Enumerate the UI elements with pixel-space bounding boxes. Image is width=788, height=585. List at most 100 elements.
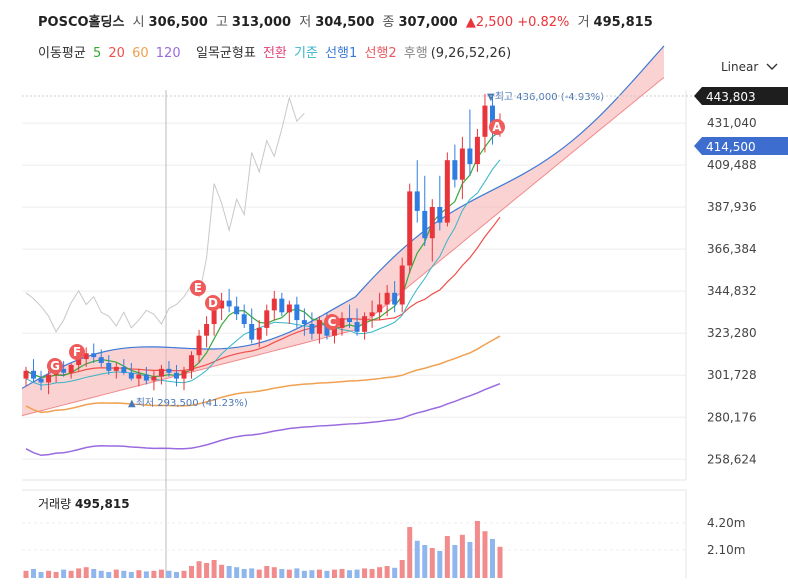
candle-body	[316, 320, 322, 334]
candle-body	[76, 359, 82, 365]
low-value: 304,500	[315, 15, 375, 30]
candle-body	[189, 355, 195, 371]
volume-bar	[264, 566, 270, 578]
volume-bar	[23, 570, 29, 578]
y-tick-label: 431,040	[707, 116, 757, 130]
ma-60-label: 60	[132, 46, 149, 61]
volume-bar	[204, 563, 210, 578]
volume-bar	[422, 545, 428, 578]
ma-120-label: 120	[155, 46, 181, 61]
candle-body	[46, 374, 52, 383]
low-label: 저	[299, 15, 312, 30]
candle-body	[241, 314, 247, 324]
marker-g-label: G	[50, 359, 60, 373]
lagging-line	[25, 95, 305, 333]
candle-body	[234, 306, 240, 315]
volume-bar	[362, 568, 368, 578]
last-price-label: 414,500	[706, 140, 756, 154]
volume-bar	[249, 568, 255, 578]
volume-bar	[121, 570, 127, 578]
current-price-label: 443,803	[706, 90, 756, 104]
scale-value: Linear	[721, 60, 759, 74]
volume-bar	[286, 569, 292, 578]
candle-body	[384, 292, 390, 305]
volume-bar	[474, 521, 480, 578]
volume-bar	[151, 570, 157, 578]
volume-bar	[497, 546, 503, 578]
volume-bar	[241, 569, 247, 578]
indicator-legend: 이동평균 5 20 60 120 일목균형표 전환 기준 선행1 선행2 후행(…	[38, 42, 514, 61]
volume-bar	[136, 570, 142, 578]
candle-body	[249, 324, 255, 340]
y-tick-label: 323,280	[707, 326, 757, 340]
ma-label[interactable]: 이동평균	[38, 46, 86, 61]
volume-bar	[53, 572, 59, 578]
volume-bar	[128, 572, 134, 578]
candle-body	[106, 363, 112, 371]
marker-g-badge	[47, 358, 63, 374]
volume-bar	[98, 570, 104, 578]
ma120-line	[25, 382, 501, 457]
volume-bar	[83, 567, 89, 578]
candle-body	[128, 372, 134, 379]
candle-body	[219, 300, 225, 309]
volume-bar	[339, 569, 345, 578]
volume-bar	[166, 570, 172, 578]
candle-body	[392, 292, 398, 305]
candle-body	[226, 300, 232, 307]
candle-body	[166, 368, 172, 373]
volume-bar	[407, 527, 413, 578]
marker-c-badge	[324, 314, 340, 330]
ichimoku-conversion-label: 전환	[262, 46, 287, 61]
candle-body	[459, 148, 465, 180]
volume-bar	[459, 534, 465, 578]
stock-name[interactable]: POSCO홀딩스	[38, 15, 125, 30]
volume-bar	[301, 570, 307, 578]
volume-bar	[467, 542, 473, 578]
base-line	[25, 159, 501, 386]
marker-e-badge	[190, 280, 206, 296]
volume-bar	[444, 536, 450, 578]
last-price-tag	[694, 137, 788, 155]
high-label: 고	[215, 15, 228, 30]
candle-body	[422, 210, 428, 239]
marker-a-badge	[489, 119, 505, 135]
volume-tick-label: 2.10m	[707, 543, 745, 557]
volume-bar	[429, 548, 435, 578]
candle-body	[444, 160, 450, 223]
ma60-line	[25, 335, 501, 414]
candle-body	[98, 357, 104, 363]
candle-body	[31, 370, 37, 379]
volume-bar	[331, 569, 337, 578]
y-tick-label: 409,488	[707, 158, 757, 172]
candle-body	[377, 304, 383, 313]
ichimoku-base-label: 기준	[294, 46, 318, 61]
volume-bar	[181, 570, 187, 578]
ichimoku-label[interactable]: 일목균형표	[196, 46, 256, 61]
candle-body	[61, 368, 67, 373]
ichimoku-lead1-label: 선행1	[325, 46, 358, 61]
volume-bar	[211, 560, 217, 578]
close-value: 307,000	[398, 15, 458, 30]
candle-body	[331, 327, 337, 336]
open-label: 시	[132, 15, 145, 30]
candle-body	[437, 207, 443, 223]
candle-body	[489, 105, 495, 129]
lead1-line	[21, 45, 665, 389]
candle-body	[467, 148, 473, 165]
volume-bar	[38, 572, 44, 578]
cloud-fill	[22, 45, 664, 416]
volume-value: 495,815	[75, 497, 130, 511]
candle-body	[204, 324, 210, 336]
volume-bar	[324, 570, 330, 578]
volume-bar	[392, 567, 398, 578]
candle-body	[38, 378, 44, 383]
candle-body	[369, 312, 375, 317]
volume-bar	[143, 571, 149, 578]
candle-body	[151, 376, 157, 381]
scale-dropdown[interactable]: Linear	[721, 60, 778, 74]
volume-bar	[113, 569, 119, 578]
volume-bar	[256, 569, 262, 578]
indicator-lines	[21, 45, 665, 457]
